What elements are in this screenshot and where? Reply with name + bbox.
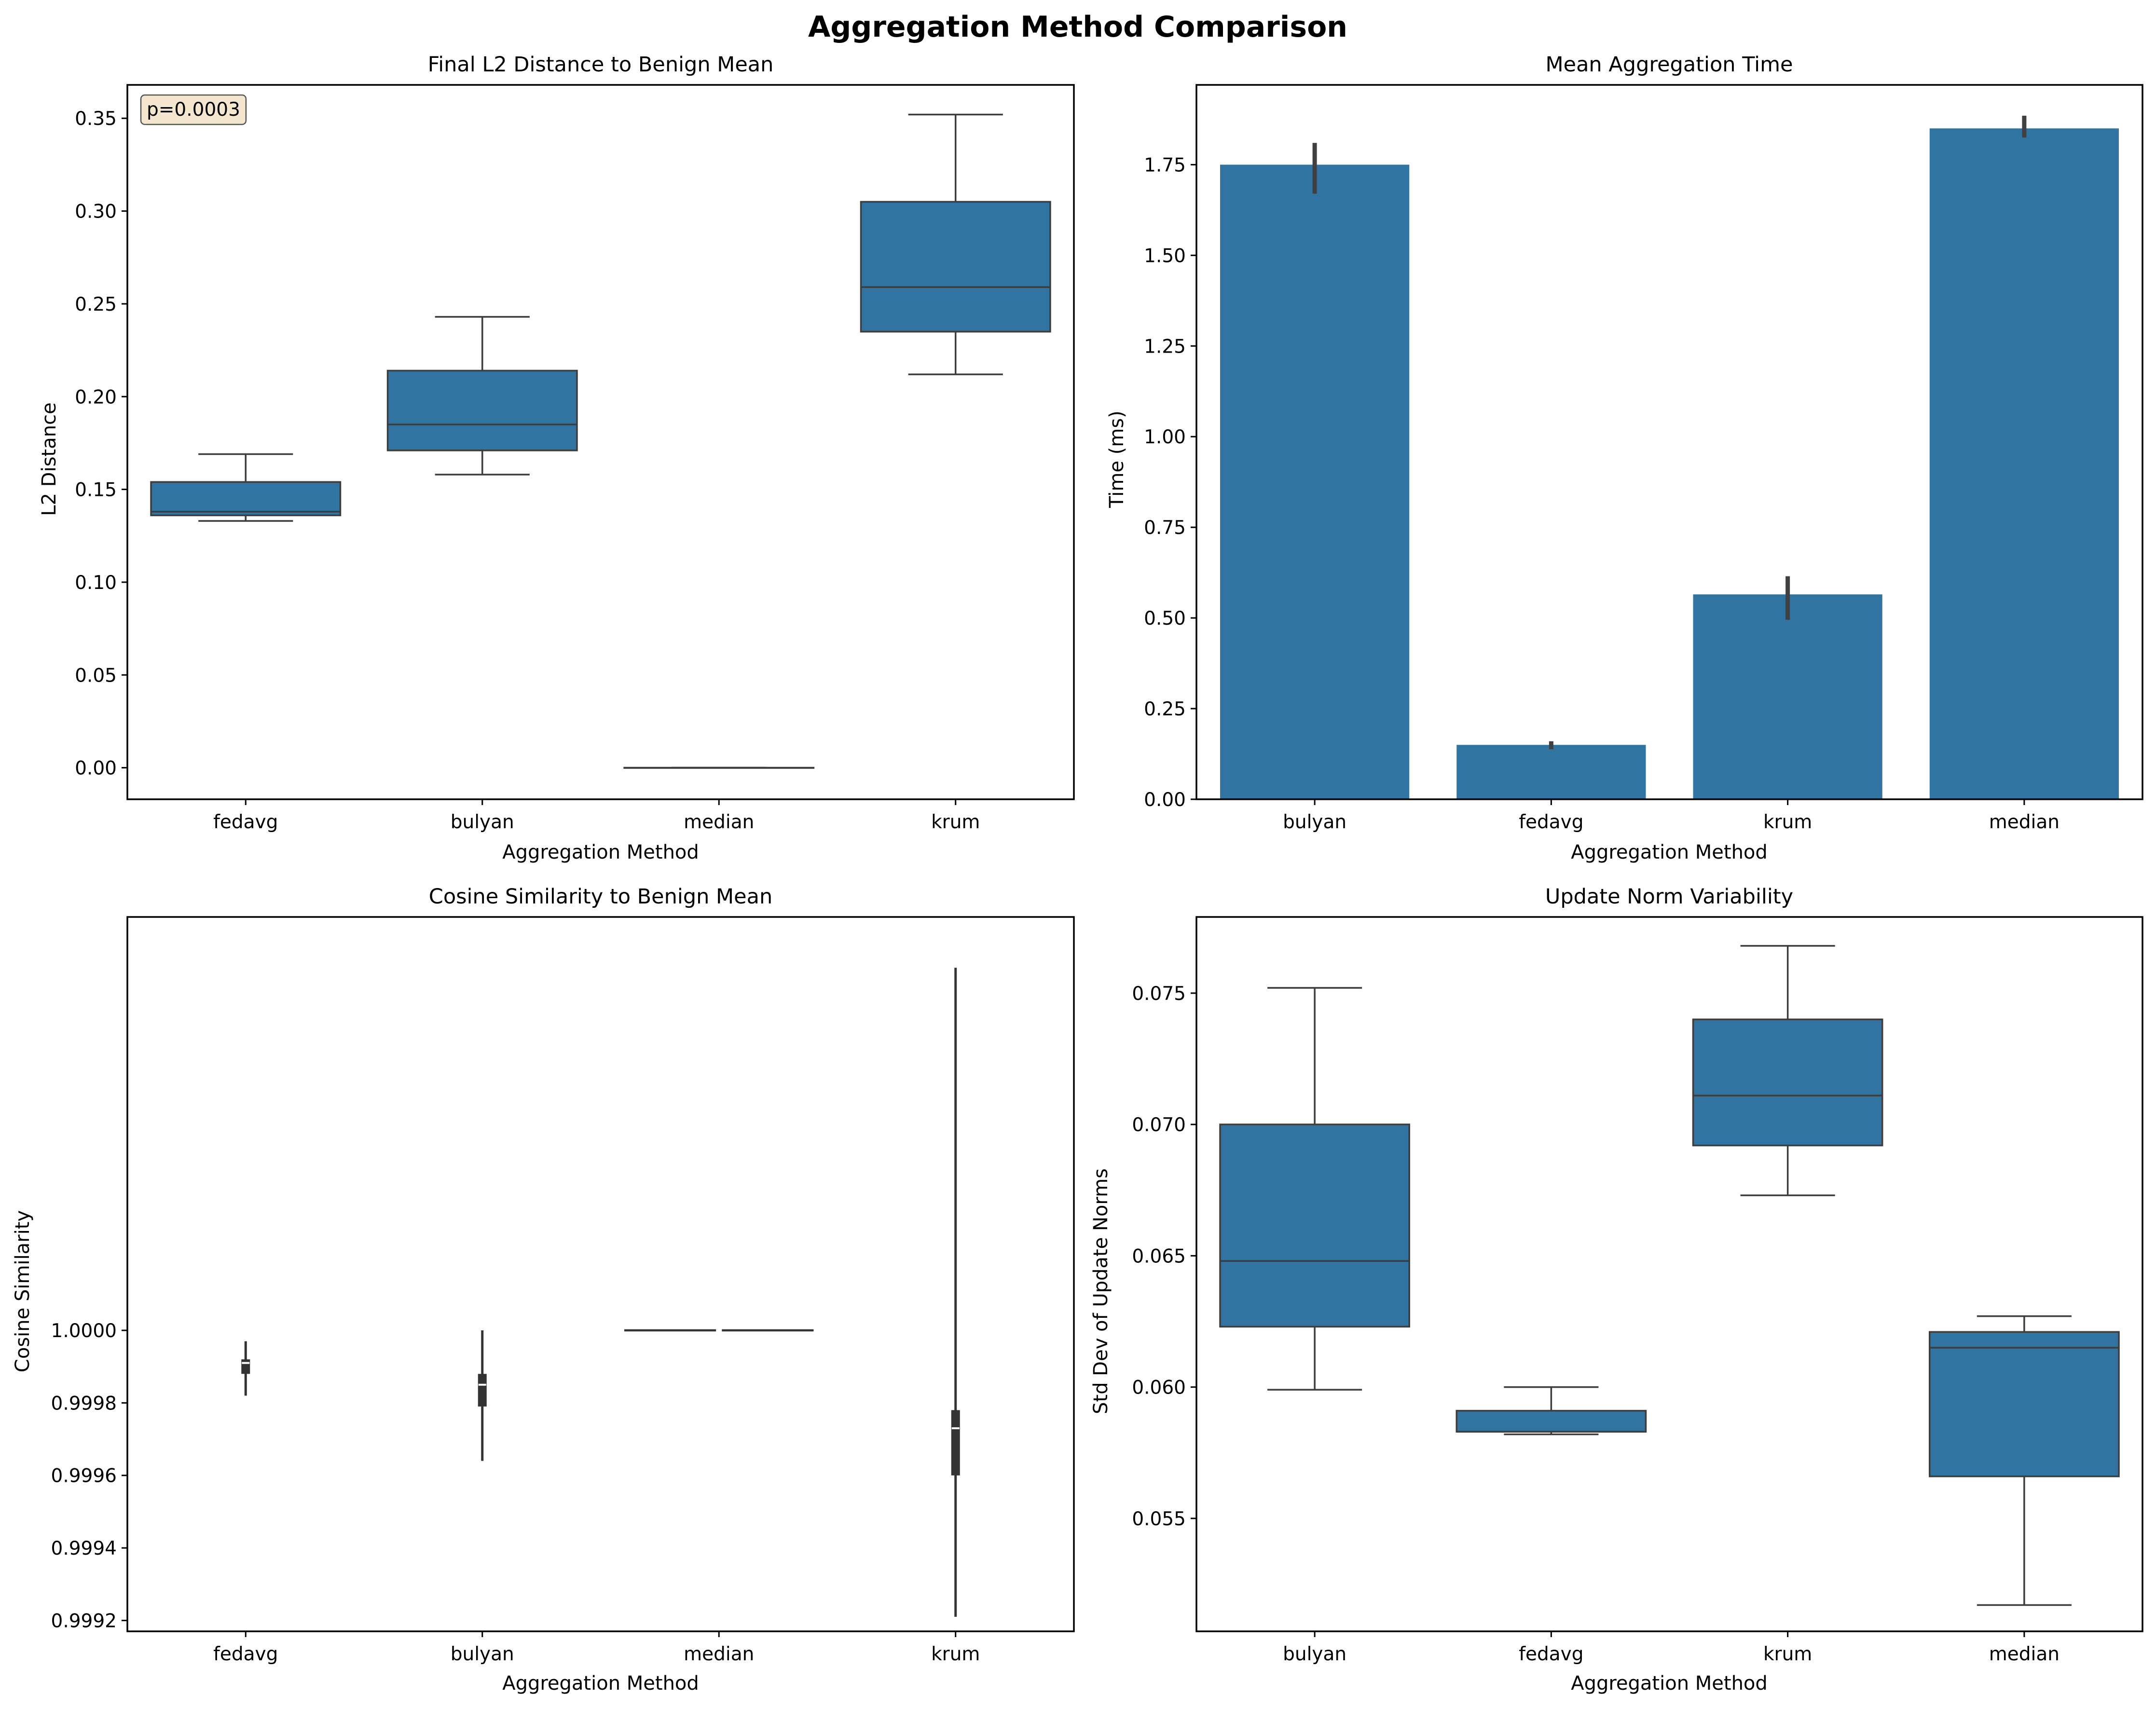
x-tick-label-median: median (1989, 811, 2060, 833)
x-tick-label-fedavg: fedavg (1519, 811, 1583, 833)
box-fedavg (1456, 1409, 1647, 1433)
panel-title-l2: Final L2 Distance to Benign Mean (428, 53, 774, 77)
figure-title: Aggregation Method Comparison (808, 10, 1347, 44)
x-axis-label-l2: Aggregation Method (502, 841, 699, 863)
panel-title-cos: Cosine Similarity to Benign Mean (429, 885, 772, 909)
box-median (1929, 1331, 2120, 1477)
axes-frame (1195, 916, 2143, 1632)
plot-area-cos: 0.9992 0.9994 0.9996 0.9998 1.0000 fedavg buly… (51, 916, 1075, 1665)
x-tick-label-krum: krum (931, 1643, 980, 1665)
panel-l2: Final L2 Distance to Benign Mean 0.000.0… (38, 53, 1075, 863)
y-tick-label: 0.070 (1132, 1114, 1186, 1136)
bar-krum (1693, 594, 1882, 799)
y-tick-label: 0.065 (1132, 1245, 1186, 1267)
y-tick-label: 0.50 (1144, 608, 1186, 629)
y-tick-label: 0.00 (75, 758, 117, 779)
y-tick-label: 0.075 (1132, 983, 1186, 1005)
y-tick-label: 0.060 (1132, 1377, 1186, 1399)
x-tick-label-bulyan: bulyan (1283, 811, 1346, 833)
axes-frame (126, 84, 1075, 800)
y-tick-label: 0.25 (75, 294, 117, 315)
x-tick-label-bulyan: bulyan (451, 811, 514, 833)
y-tick-label: 0.20 (75, 386, 117, 408)
y-tick-label: 0.35 (75, 108, 117, 130)
y-axis-label-cos: Cosine Similarity (12, 1210, 34, 1372)
x-axis-label-norm: Aggregation Method (1571, 1672, 1768, 1695)
panel-cos: Cosine Similarity to Benign Mean 0.99920… (12, 885, 1075, 1695)
box-bulyan (1219, 1123, 1410, 1328)
x-tick-label-krum: krum (931, 811, 980, 833)
bar-fedavg (1456, 745, 1646, 799)
x-tick-label-fedavg: fedavg (1519, 1643, 1583, 1665)
plot-area-norm: 0.055 0.060 0.065 0.070 0.075 bulyan fedavg kru… (1132, 916, 2143, 1665)
y-tick-label: 0.9994 (51, 1538, 117, 1559)
x-tick-label-fedavg: fedavg (213, 1643, 278, 1665)
y-tick-label: 0.10 (75, 572, 117, 594)
y-tick-label: 0.9998 (51, 1393, 117, 1414)
y-tick-label: 0.75 (1144, 517, 1186, 539)
y-axis-label-l2: L2 Distance (38, 402, 60, 516)
x-tick-label-median: median (684, 811, 754, 833)
annotation-box (140, 94, 247, 125)
y-tick-label: 0.30 (75, 201, 117, 223)
plot-area-time: 0.00 0.25 0.50 0.75 1.00 1.25 1.50 1.75 bulyan fe… (1144, 84, 2143, 833)
y-tick-label: 1.0000 (51, 1320, 117, 1342)
p-value-annotation: p=0.0003 (147, 99, 240, 121)
y-tick-label: 0.9996 (51, 1465, 117, 1487)
bar-bulyan (1220, 164, 1410, 799)
axes-frame (126, 916, 1075, 1632)
x-tick-label-median: median (1989, 1643, 2060, 1665)
x-tick-label-krum: krum (1763, 811, 1812, 833)
y-tick-label: 0.05 (75, 665, 117, 686)
panel-title-time: Mean Aggregation Time (1546, 53, 1793, 77)
x-axis-label-time: Aggregation Method (1571, 841, 1768, 863)
y-axis-label-time: Time (ms) (1106, 410, 1128, 508)
x-tick-label-fedavg: fedavg (213, 811, 278, 833)
panel-time: Mean Aggregation Time 0.00 0.25 0.50 0.75 1.… (1106, 53, 2143, 863)
x-tick-label-krum: krum (1763, 1643, 1812, 1665)
axes-frame (1195, 84, 2143, 800)
y-tick-label: 0.15 (75, 479, 117, 501)
y-tick-label: 0.00 (1144, 789, 1186, 811)
y-axis-label-norm: Std Dev of Update Norms (1090, 1168, 1112, 1414)
y-tick-label: 0.055 (1132, 1508, 1186, 1530)
x-axis-label-cos: Aggregation Method (502, 1672, 699, 1695)
panel-title-norm: Update Norm Variability (1545, 885, 1793, 909)
y-tick-label: 0.25 (1144, 698, 1186, 720)
box-bulyan (386, 369, 578, 451)
x-tick-label-median: median (684, 1643, 754, 1665)
panel-norm: Update Norm Variability 0.0550.0600.0650… (1090, 885, 2143, 1695)
x-tick-label-bulyan: bulyan (451, 1643, 514, 1665)
x-tick-label-bulyan: bulyan (1283, 1643, 1346, 1665)
bar-median (1929, 128, 2119, 800)
box-krum (1692, 1018, 1883, 1147)
box-fedavg (150, 481, 342, 517)
y-tick-label: 1.25 (1144, 336, 1186, 357)
y-tick-label: 0.9992 (51, 1610, 117, 1632)
box-krum (860, 201, 1051, 333)
y-tick-label: 1.50 (1144, 245, 1186, 267)
y-tick-label: 1.00 (1144, 426, 1186, 448)
y-tick-label: 1.75 (1144, 154, 1186, 176)
plot-area-l2: 0.00 0.05 0.10 0.15 0.20 0.25 0.30 0.35 fedavg bu… (75, 84, 1075, 833)
